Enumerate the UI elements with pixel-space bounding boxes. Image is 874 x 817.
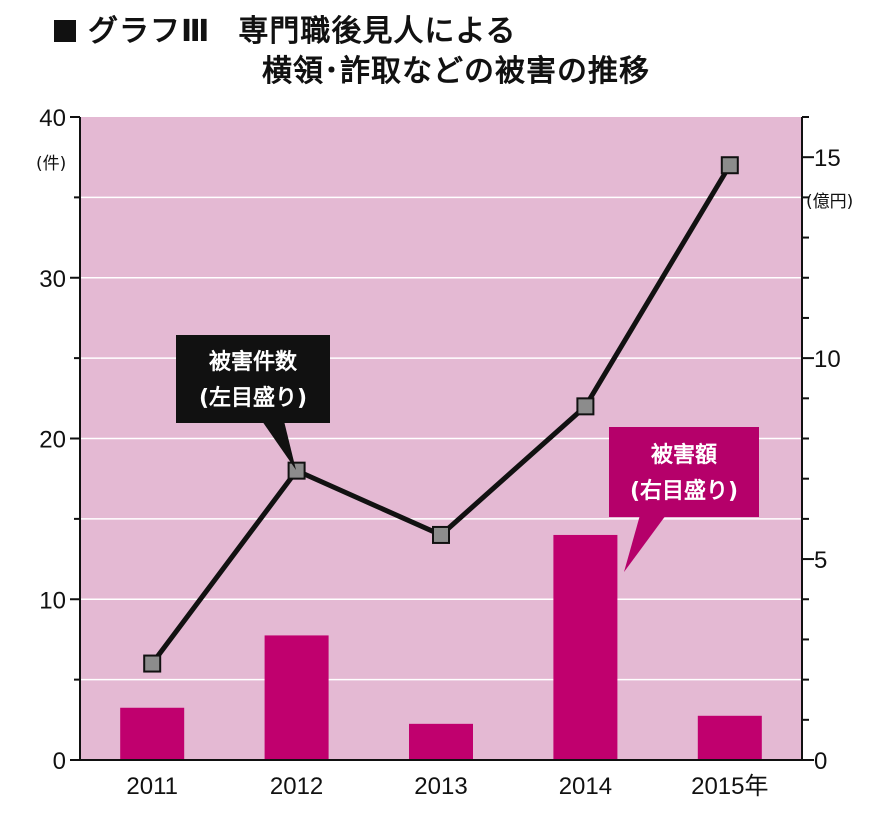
left-axis-unit: (件) [36, 154, 66, 174]
line-point [143, 654, 162, 673]
right-tick-label: 10 [814, 346, 841, 373]
title-line2: 横領･詐取などの被害の推移 [262, 54, 650, 89]
bar [409, 723, 473, 760]
left-tick-label: 0 [53, 748, 66, 775]
x-tick-label: 2013 [414, 773, 467, 800]
right-tick-label: 0 [814, 748, 827, 775]
line-series [143, 156, 739, 673]
bar [697, 715, 762, 760]
right-tick-label: 15 [814, 145, 841, 172]
x-tick-label: 2012 [270, 773, 323, 800]
callouts: 被害件数 (左目盛り) 被害額 (右目盛り) [176, 335, 759, 572]
bar [120, 707, 185, 760]
line-point [287, 461, 306, 480]
amount-callout-pointer [624, 515, 666, 572]
left-tick-label: 40 [39, 105, 66, 132]
line-point [720, 156, 739, 175]
title-prefix: グラフⅢ [88, 14, 211, 49]
amount-callout-line1: 被害額 [651, 442, 717, 468]
bar [553, 534, 618, 760]
count-callout-line2: (左目盛り) [199, 385, 307, 411]
count-callout-box [176, 335, 330, 423]
amount-callout-line2: (右目盛り) [630, 478, 738, 504]
count-callout-line1: 被害件数 [209, 349, 298, 375]
x-tick-label: 2014 [559, 773, 612, 800]
square-bullet-icon [54, 20, 76, 42]
bar [264, 635, 329, 760]
bar-series [120, 534, 762, 760]
right-axis-unit: (億円) [806, 192, 853, 212]
amount-callout-box [609, 427, 759, 517]
line-point [576, 397, 595, 416]
left-tick-label: 10 [39, 587, 66, 614]
line-point [432, 525, 450, 544]
x-tick-label: 2011 [126, 773, 178, 800]
right-tick-label: 5 [814, 547, 827, 574]
x-tick-label: 2015年 [691, 773, 768, 800]
chart-title: グラフⅢ 専門職後見人による 横領･詐取などの被害の推移 [54, 12, 650, 92]
axes: 0 10 20 30 40 (件) 0 5 10 15 (億円) 2011 2012 2013 2014 20… [36, 105, 853, 800]
left-tick-label: 20 [39, 427, 66, 454]
left-tick-label: 30 [39, 266, 66, 293]
count-callout-pointer [262, 421, 296, 470]
title-line1: 専門職後見人による [238, 14, 517, 49]
